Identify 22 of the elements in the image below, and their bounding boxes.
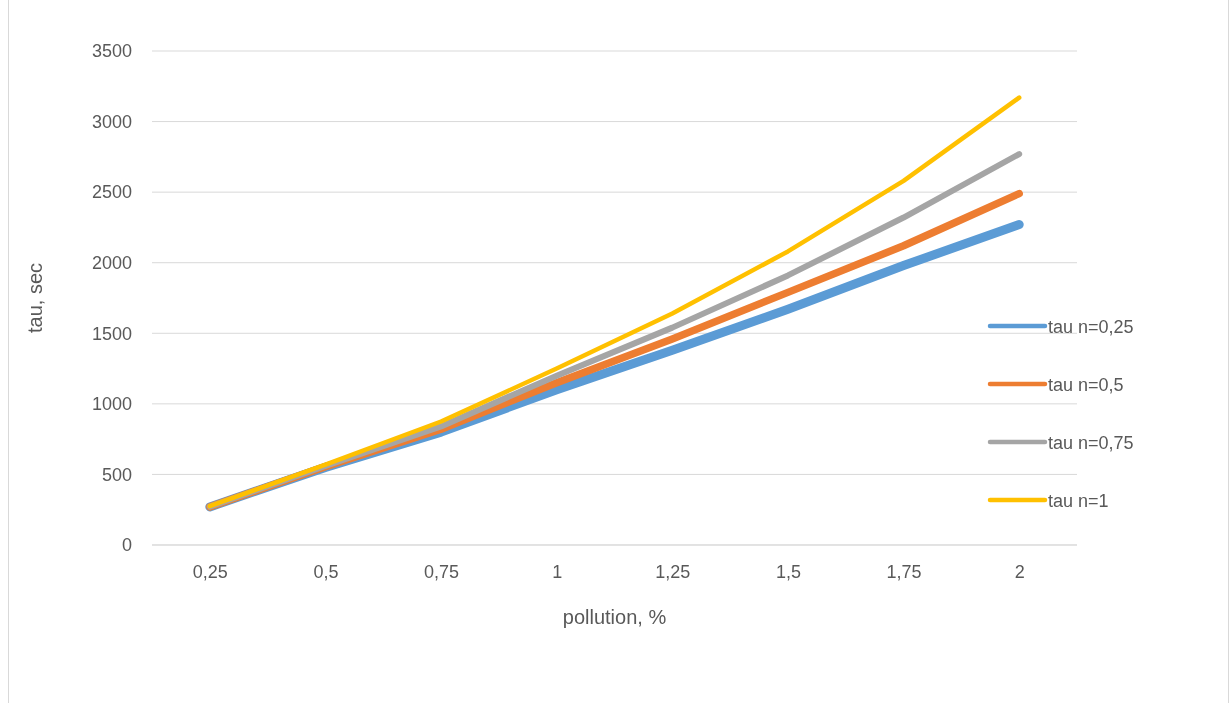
y-tick-label: 500 (101, 464, 132, 485)
y-tick-label: 2000 (91, 252, 132, 273)
y-tick-label: 0 (121, 535, 132, 556)
legend-label: tau n=0,5 (1048, 375, 1124, 395)
x-tick-label: 1,75 (886, 561, 922, 582)
legend-label: tau n=0,75 (1048, 433, 1134, 453)
y-tick-label: 3000 (91, 111, 132, 132)
x-tick-label: 1,5 (775, 561, 801, 582)
legend-label: tau n=0,25 (1048, 317, 1134, 337)
x-tick-label: 0,25 (192, 561, 228, 582)
y-tick-label: 1500 (91, 323, 132, 344)
x-tick-label: 1,25 (655, 561, 691, 582)
y-tick-label: 2500 (91, 182, 132, 203)
legend-label: tau n=1 (1048, 491, 1109, 511)
x-tick-label: 1 (552, 561, 563, 582)
x-tick-label: 0,75 (424, 561, 460, 582)
y-tick-label: 3500 (91, 41, 132, 62)
x-tick-label: 0,5 (313, 561, 339, 582)
x-tick-label: 2 (1014, 561, 1025, 582)
x-axis-title: pollution, % (562, 606, 667, 628)
y-tick-label: 1000 (91, 394, 132, 415)
y-axis-title: tau, sec (24, 262, 46, 334)
